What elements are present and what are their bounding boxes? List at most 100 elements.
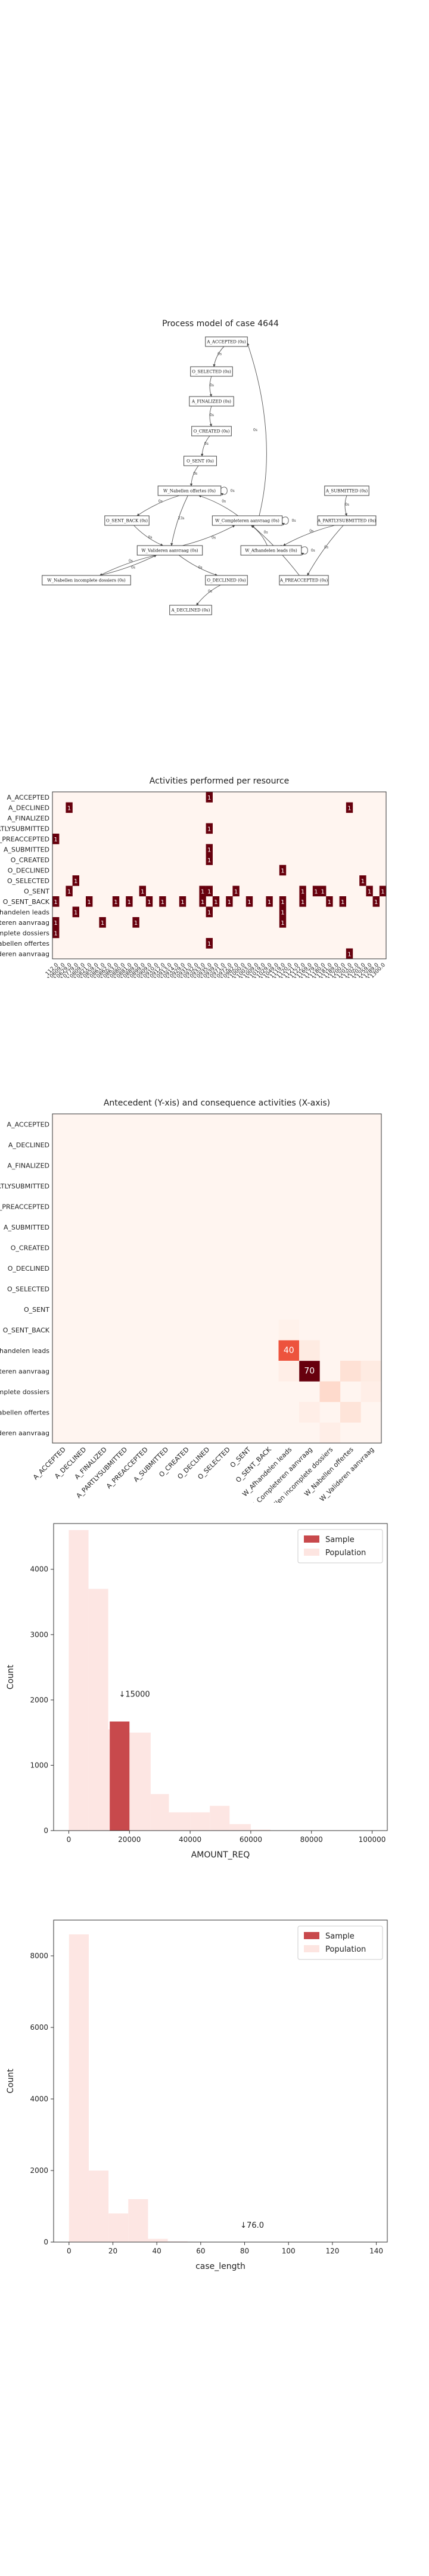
cell-value-label: 1 [181,899,184,906]
edge-nabellen-to-sentback: 0s [136,495,180,516]
node-selected: O_SELECTED (0s) [190,366,233,377]
amount-req-histogram-panel: 0 20000 40000 60000 80000 100000 0 1000 2000 3000… [0,1506,429,1875]
cell-value-label: 1 [268,899,271,906]
heatmap-cell [145,896,153,907]
heatmap-frame [52,1113,382,1444]
cell-value-label: 1 [341,899,344,906]
edge-odeclined-to-adeclined: 0s [196,584,221,606]
legend-swatch-sample [304,1932,319,1939]
node-finalized: A_FINALIZED (0s) [189,396,234,407]
cell-value-label: 1 [207,857,211,864]
heatmap-cell [279,865,287,876]
row-label-o-created: O_CREATED [11,1244,49,1252]
node-label: O_CREATED (0s) [194,429,230,434]
population-bar [69,1530,89,1831]
y-tick-label: 0 [43,2238,48,2246]
y-tick-label: 4000 [30,1565,48,1574]
cell-value-label: 1 [101,920,104,927]
cell-value-label: 1 [207,795,211,801]
row-label-o-selected: O_SELECTED [7,877,49,885]
population-bar [167,2241,188,2242]
heatmap-cell [360,1381,382,1402]
cell-value-label: 1 [361,878,365,885]
x-tick-label: 40000 [179,1835,201,1844]
legend-label-population: Population [325,1549,366,1558]
cell-value-label: 1 [114,899,117,906]
heatmap-frame [52,791,387,959]
heatmap-cell [66,802,73,813]
node-label: W_Completeren aanvraag (0s) [215,519,279,524]
row-label-o-sent: O_SENT [24,887,49,895]
edge-incompleet-to-valideren: 0s [100,555,157,576]
edge-label: 0s [345,503,349,507]
row-label-w-valideren-aanvraag: W_Valideren aanvraag [0,950,49,958]
node-adeclined: A_DECLINED (0s) [169,605,212,615]
node-box [157,485,222,496]
edge-label: 0s [198,565,203,569]
row-label-a-declined: A_DECLINED [8,1141,49,1149]
cell-value-label: 1 [54,899,57,906]
heatmap-cell [206,854,213,865]
heatmap-cell [132,917,139,928]
heatmap-cell [366,886,373,897]
row-label-w-nabellen-incomplete-dossiers: W_Nabellen incomplete dossiers [0,1388,49,1396]
node-label: W_Nabellen offertes (0s) [163,489,216,494]
heatmap-cell [52,834,60,844]
process-model-panel: Process model of case 4644 0s 0s 0s 0s 0s 0s 2… [0,313,429,629]
edge-completeren-to-completeren: 0s [282,516,296,526]
row-label-o-sent-back: O_SENT_BACK [3,1326,50,1334]
population-bar [88,1589,108,1831]
cell-value-label: 1 [368,888,371,895]
node-box [212,515,283,526]
heatmap-cell [278,1340,300,1361]
cell-value-label: 1 [347,951,351,958]
legend-box [297,1925,383,1960]
node-afhandelen: W_Afhandelen leads (0s) [240,545,302,556]
edge-partly-to-afhandelen: 0s [282,525,335,546]
y-axis-label: Count [6,1664,15,1689]
y-tick-label: 2000 [30,1696,48,1704]
population-bar [108,2213,129,2242]
antecedent-consequence-heatmap: Antecedent (Y-xis) and consequence activ… [0,1098,382,1527]
cell-value-label: 1 [281,899,284,906]
y-tick-label: 1000 [30,1761,48,1769]
heatmap-cell [340,1361,361,1382]
heatmap-cell [299,896,306,907]
heatmap-cell [206,886,213,897]
edge-label: 0s [210,413,214,417]
heatmap-cell [319,1381,341,1402]
heatmap-cell [206,938,213,949]
heatmap-cell [212,896,220,907]
heatmap-cell [52,917,60,928]
cell-value-label: 1 [301,899,304,906]
heatmap-cell [52,927,60,939]
x-tick-label: 60 [196,2247,205,2255]
node-label: A_PREACCEPTED (0s) [279,578,328,583]
heatmap-cell [312,886,320,897]
heatmap-cell [346,948,353,959]
cell-value-label: 1 [381,888,384,895]
heatmap-cell [326,896,333,907]
cell-value-label: 1 [147,899,151,906]
heatmap-cell [206,792,213,803]
cell-value-label: 1 [301,888,304,895]
cell-value-label: 1 [247,899,251,906]
population-bar [250,1829,271,1831]
node-partly: A_PARTLYSUBMITTED (0s) [317,515,377,526]
cell-value-label: 1 [207,941,211,948]
y-tick-label: 2000 [30,2166,48,2175]
heatmap-cell [319,886,327,897]
node-valideren: W_Valideren aanvraag (0s) [136,545,203,556]
node-box [240,545,302,556]
cell-value-label: 1 [314,888,318,895]
edge-nabellen-to-nabellen: 0s [220,487,235,496]
activities-per-resource-panel: Activities performed per resource 1 1 1 1 1 1 1… [0,763,429,982]
cell-value-label: 1 [141,888,144,895]
cell-value-label: 1 [161,899,164,906]
row-label-o-declined: O_DECLINED [8,866,49,874]
heatmap-cell [339,896,346,907]
node-preaccepted: A_PREACCEPTED (0s) [279,575,329,586]
edge-partly-to-preaccepted: 0s [307,525,344,576]
row-label-a-submitted: A_SUBMITTED [4,1224,49,1231]
node-label: W_Nabellen incomplete dossiers (0s) [47,578,126,583]
